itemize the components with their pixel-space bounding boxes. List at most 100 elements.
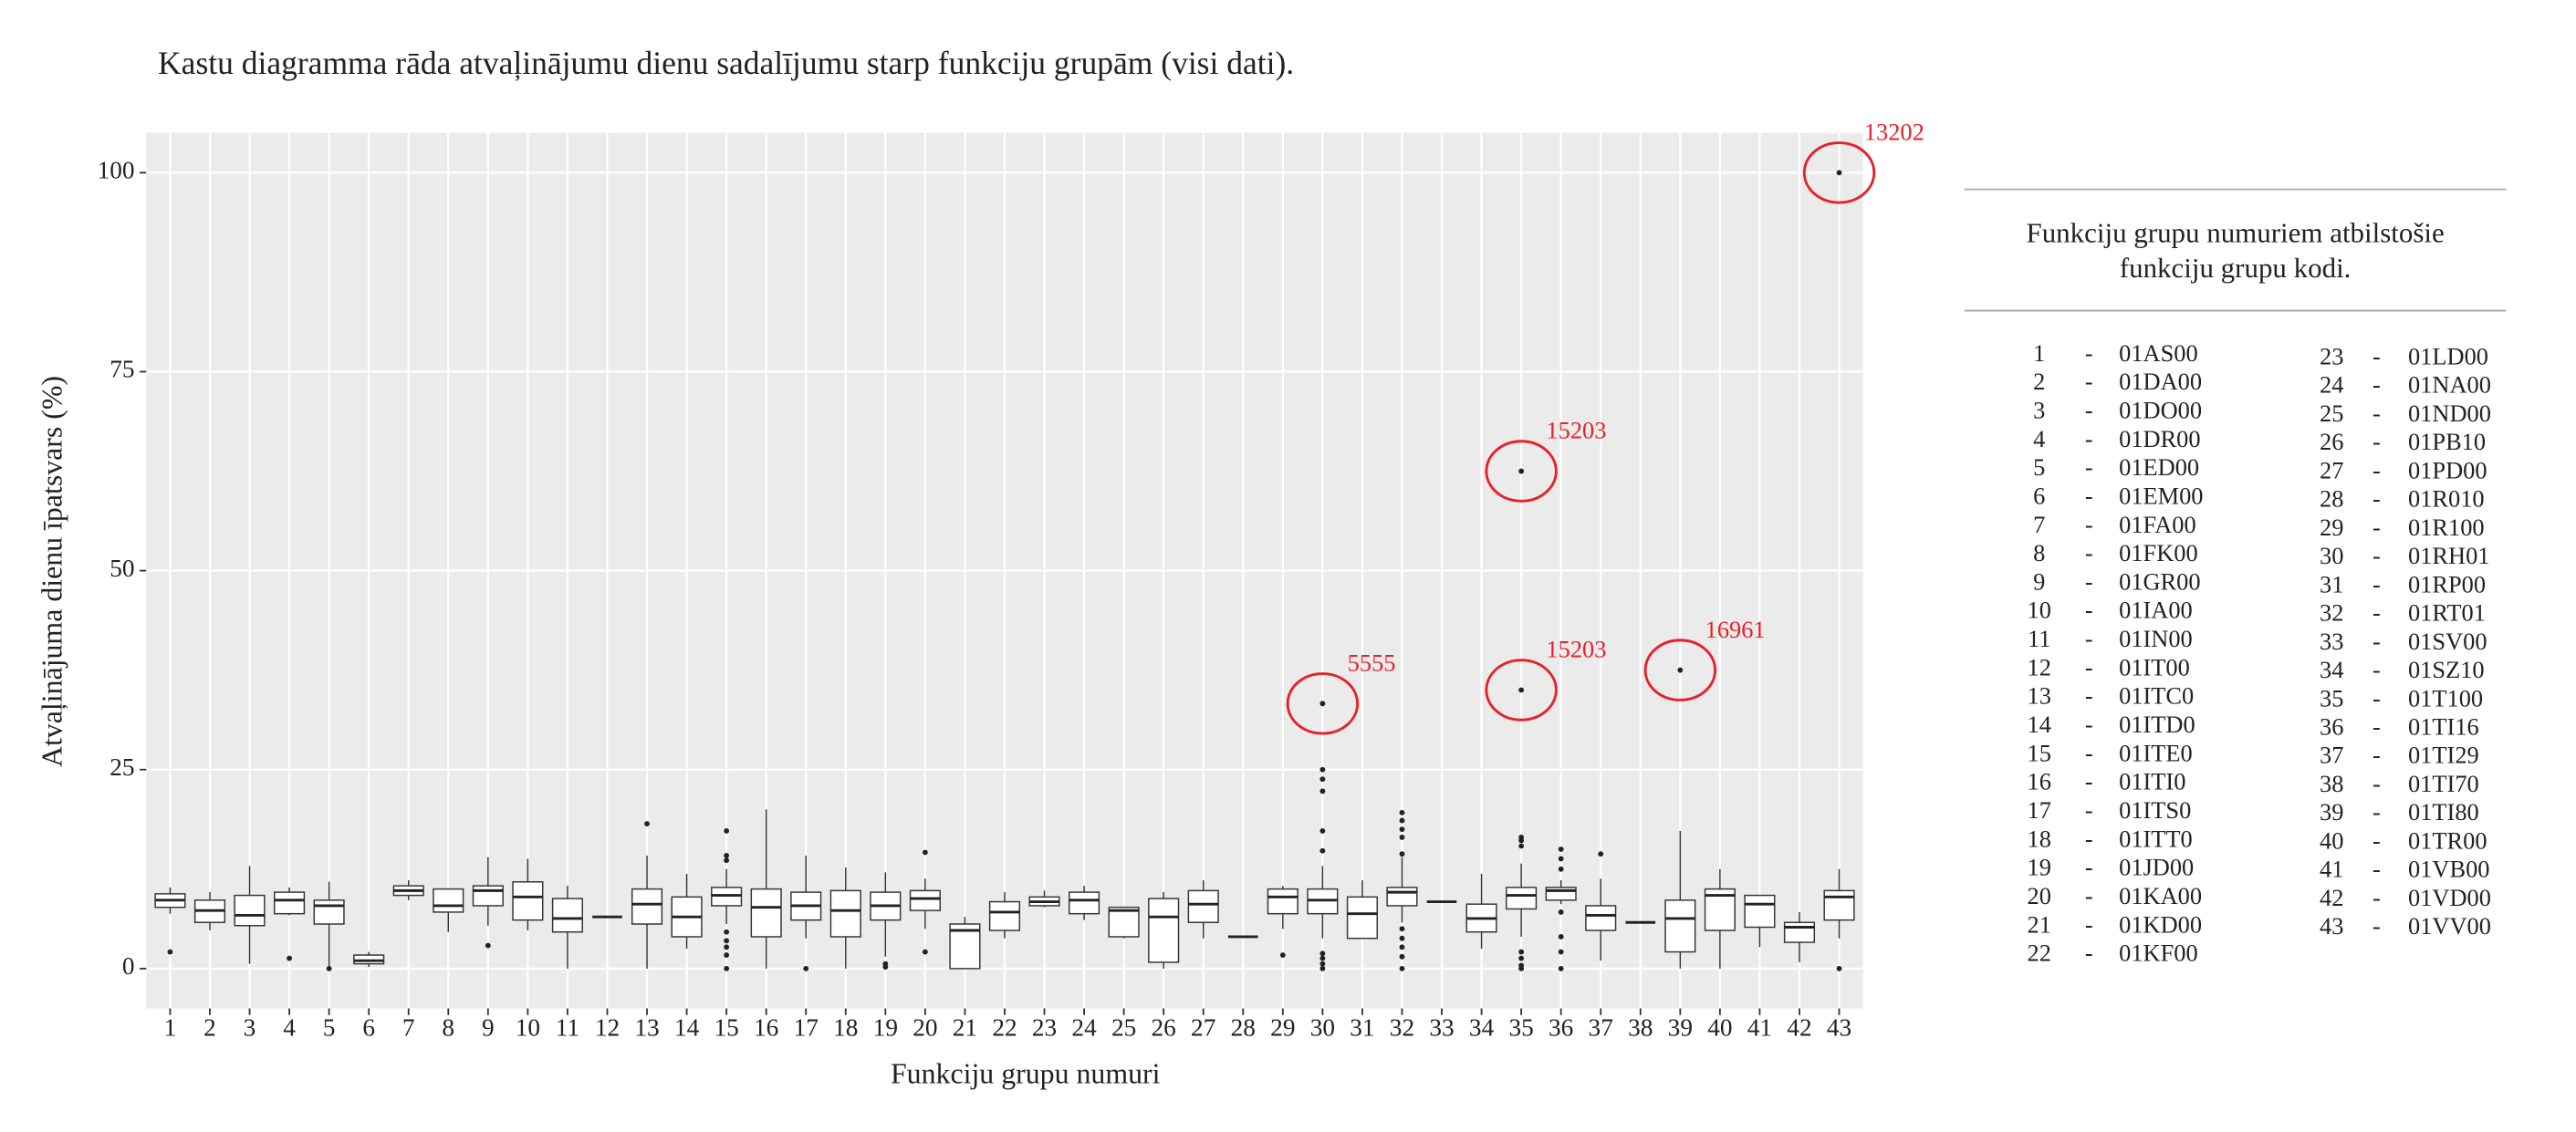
y-tick-label: 75 — [110, 356, 134, 383]
legend-number: 15 — [2028, 739, 2051, 766]
outlier — [724, 929, 730, 935]
legend-code: 01VB00 — [2408, 856, 2489, 883]
legend-separator: - — [2373, 400, 2381, 427]
box — [313, 899, 345, 925]
x-tick-label: 27 — [1191, 1013, 1215, 1041]
legend-code: 01TI80 — [2408, 798, 2479, 826]
box — [512, 881, 544, 921]
outlier — [724, 938, 730, 944]
box — [1823, 889, 1855, 921]
legend-code: 01KA00 — [2119, 882, 2202, 909]
legend-number: 4 — [2033, 425, 2045, 452]
legend-number: 7 — [2033, 511, 2045, 538]
outlier — [1558, 856, 1564, 862]
x-tick-label: 16 — [754, 1013, 778, 1041]
legend-separator: - — [2373, 428, 2381, 455]
box — [274, 891, 306, 915]
legend-code: 01TI29 — [2408, 742, 2479, 769]
outlier — [1319, 950, 1326, 957]
outlier — [724, 965, 730, 971]
legend-separator: - — [2373, 912, 2381, 940]
legend-code: 01VD00 — [2408, 884, 2491, 911]
outlier — [803, 965, 809, 971]
legend-number: 20 — [2028, 882, 2051, 909]
legend-number: 3 — [2033, 396, 2045, 423]
legend-code: 01ITD0 — [2119, 711, 2195, 738]
legend-separator: - — [2373, 826, 2381, 854]
legend-code: 01ITI0 — [2119, 768, 2185, 795]
legend-number: 31 — [2320, 570, 2343, 597]
outlier — [1279, 952, 1286, 958]
box — [1187, 889, 1219, 923]
outlier — [1558, 909, 1564, 915]
outlier — [1319, 955, 1326, 961]
legend-number: 40 — [2320, 826, 2343, 854]
box — [1664, 899, 1696, 953]
x-tick-label: 37 — [1589, 1013, 1613, 1041]
legend-separator: - — [2085, 339, 2093, 367]
x-tick-label: 11 — [556, 1013, 579, 1041]
legend-number: 27 — [2320, 456, 2343, 483]
y-tick-label: 0 — [122, 952, 135, 980]
legend-code: 01IT00 — [2119, 653, 2190, 680]
legend-separator: - — [2373, 542, 2381, 569]
x-tick-label: 5 — [323, 1013, 336, 1041]
outlier — [922, 949, 928, 955]
legend-separator: - — [2085, 682, 2093, 710]
legend-code: 01SV00 — [2408, 628, 2487, 655]
legend-separator: - — [2373, 371, 2381, 399]
annotation-label: 13202 — [1864, 119, 1924, 146]
outlier — [1319, 766, 1326, 773]
legend-code: 01ITS0 — [2119, 796, 2191, 824]
legend-separator: - — [2373, 770, 2381, 797]
legend-number: 34 — [2320, 656, 2343, 683]
annotation-circle — [1485, 440, 1558, 503]
legend-title: Funkciju grupu numuriem atbilstošie — [2026, 217, 2444, 249]
x-tick-label: 7 — [402, 1013, 415, 1041]
box — [1346, 896, 1378, 940]
legend-number: 16 — [2028, 768, 2051, 795]
outlier — [1558, 949, 1564, 955]
box — [631, 888, 663, 925]
x-tick-label: 1 — [164, 1013, 177, 1041]
legend-code: 01ITC0 — [2119, 682, 2194, 710]
x-tick-label: 43 — [1827, 1013, 1851, 1041]
x-tick-label: 40 — [1707, 1013, 1732, 1041]
outlier — [1518, 949, 1525, 955]
outlier — [1399, 826, 1405, 833]
legend-separator: - — [2373, 856, 2381, 883]
y-tick-label: 50 — [110, 555, 134, 582]
outlier — [1319, 776, 1326, 783]
x-tick-label: 25 — [1111, 1013, 1136, 1041]
x-tick-label: 10 — [516, 1013, 540, 1041]
x-tick-label: 31 — [1350, 1013, 1374, 1041]
x-tick-label: 14 — [674, 1013, 700, 1041]
outlier — [1518, 468, 1525, 474]
box — [1744, 894, 1776, 929]
legend-title: funkciju grupu kodi. — [2120, 252, 2352, 284]
outlier — [724, 944, 730, 950]
x-tick-label: 17 — [794, 1013, 819, 1041]
annotation-label: 5555 — [1348, 649, 1396, 676]
legend-code: 01PD00 — [2408, 456, 2487, 483]
box — [829, 889, 861, 938]
annotation-label: 15203 — [1546, 636, 1606, 663]
outlier — [1518, 687, 1525, 693]
legend-number: 19 — [2028, 854, 2051, 881]
legend-code: 01T100 — [2408, 684, 2483, 711]
legend-number: 35 — [2320, 684, 2343, 711]
legend-separator: - — [2085, 482, 2093, 509]
box — [433, 888, 464, 913]
legend-number: 22 — [2028, 940, 2051, 967]
legend-number: 30 — [2320, 542, 2343, 569]
x-tick-label: 13 — [634, 1013, 659, 1041]
legend-code: 01RH01 — [2408, 542, 2489, 569]
legend-number: 1 — [2033, 339, 2045, 367]
legend-separator: - — [2085, 940, 2093, 967]
legend-code: 01SZ10 — [2408, 656, 2485, 683]
outlier — [724, 853, 730, 858]
y-tick-label: 25 — [110, 753, 134, 781]
outlier — [724, 952, 730, 958]
legend-separator: - — [2373, 684, 2381, 711]
legend-number: 10 — [2028, 597, 2051, 624]
